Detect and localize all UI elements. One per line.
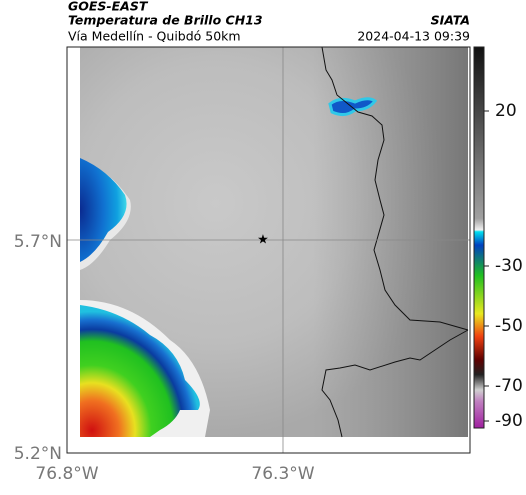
- colorbar-label: -50: [495, 316, 523, 336]
- lon-label: 76.8°W: [35, 464, 98, 484]
- source: SIATA: [431, 13, 470, 28]
- colorbar-label: -90: [495, 411, 523, 431]
- region: Vía Medellín - Quibdó 50km: [68, 29, 241, 44]
- timestamp: 2024-04-13 09:39: [357, 29, 470, 44]
- lon-label: 76.3°W: [251, 464, 314, 484]
- map-frame: [66, 46, 471, 454]
- colorbar-label: -30: [495, 256, 523, 276]
- colorbar-label: 20: [495, 101, 517, 121]
- location-marker: ★: [257, 233, 269, 248]
- title: GOES-EAST: [68, 0, 149, 14]
- satellite-image: [80, 47, 468, 437]
- colorbar: [473, 46, 485, 429]
- subtitle: Temperatura de Brillo CH13: [68, 13, 263, 28]
- borders: [321, 46, 469, 438]
- lat-label: 5.7°N: [14, 232, 62, 252]
- colorbar-label: -70: [495, 376, 523, 396]
- lat-label: 5.2°N: [14, 444, 62, 464]
